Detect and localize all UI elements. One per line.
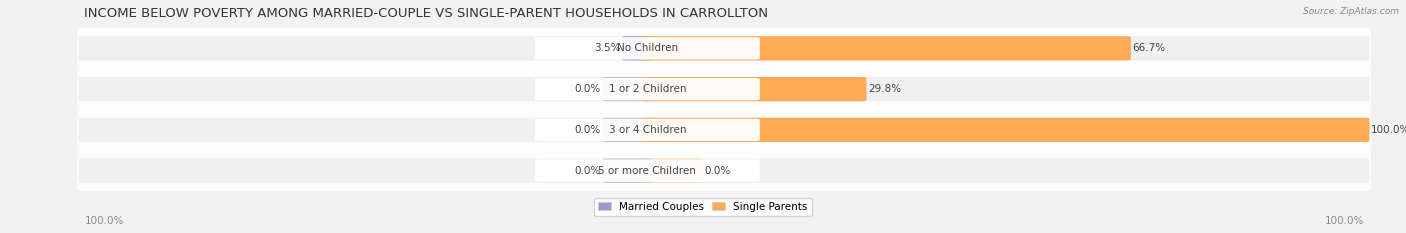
- FancyBboxPatch shape: [534, 159, 759, 182]
- FancyBboxPatch shape: [79, 118, 652, 142]
- Text: No Children: No Children: [617, 43, 678, 53]
- FancyBboxPatch shape: [602, 118, 652, 142]
- Text: 0.0%: 0.0%: [704, 166, 731, 176]
- Text: 5 or more Children: 5 or more Children: [599, 166, 696, 176]
- FancyBboxPatch shape: [534, 78, 759, 100]
- FancyBboxPatch shape: [77, 28, 1371, 69]
- FancyBboxPatch shape: [641, 118, 1369, 142]
- Text: 100.0%: 100.0%: [84, 216, 124, 226]
- Text: 0.0%: 0.0%: [575, 166, 600, 176]
- Text: 100.0%: 100.0%: [1324, 216, 1364, 226]
- Text: 3.5%: 3.5%: [595, 43, 620, 53]
- FancyBboxPatch shape: [534, 119, 759, 141]
- Text: 1 or 2 Children: 1 or 2 Children: [609, 84, 686, 94]
- FancyBboxPatch shape: [641, 158, 703, 183]
- FancyBboxPatch shape: [77, 69, 1371, 110]
- Text: 0.0%: 0.0%: [575, 125, 600, 135]
- Text: 0.0%: 0.0%: [575, 84, 600, 94]
- Text: 100.0%: 100.0%: [1371, 125, 1406, 135]
- Text: INCOME BELOW POVERTY AMONG MARRIED-COUPLE VS SINGLE-PARENT HOUSEHOLDS IN CARROLL: INCOME BELOW POVERTY AMONG MARRIED-COUPL…: [84, 7, 768, 20]
- FancyBboxPatch shape: [79, 158, 652, 183]
- FancyBboxPatch shape: [79, 36, 652, 61]
- FancyBboxPatch shape: [77, 150, 1371, 191]
- FancyBboxPatch shape: [641, 158, 1369, 183]
- FancyBboxPatch shape: [641, 36, 1369, 61]
- FancyBboxPatch shape: [77, 110, 1371, 150]
- Text: 3 or 4 Children: 3 or 4 Children: [609, 125, 686, 135]
- FancyBboxPatch shape: [621, 36, 652, 61]
- Text: Source: ZipAtlas.com: Source: ZipAtlas.com: [1303, 7, 1399, 16]
- FancyBboxPatch shape: [641, 77, 1369, 101]
- FancyBboxPatch shape: [79, 77, 652, 101]
- FancyBboxPatch shape: [641, 36, 1130, 61]
- FancyBboxPatch shape: [602, 158, 652, 183]
- FancyBboxPatch shape: [534, 37, 759, 60]
- FancyBboxPatch shape: [602, 77, 652, 101]
- FancyBboxPatch shape: [641, 77, 866, 101]
- Text: 66.7%: 66.7%: [1132, 43, 1166, 53]
- Text: 29.8%: 29.8%: [868, 84, 901, 94]
- FancyBboxPatch shape: [641, 118, 1369, 142]
- Legend: Married Couples, Single Parents: Married Couples, Single Parents: [595, 198, 811, 216]
